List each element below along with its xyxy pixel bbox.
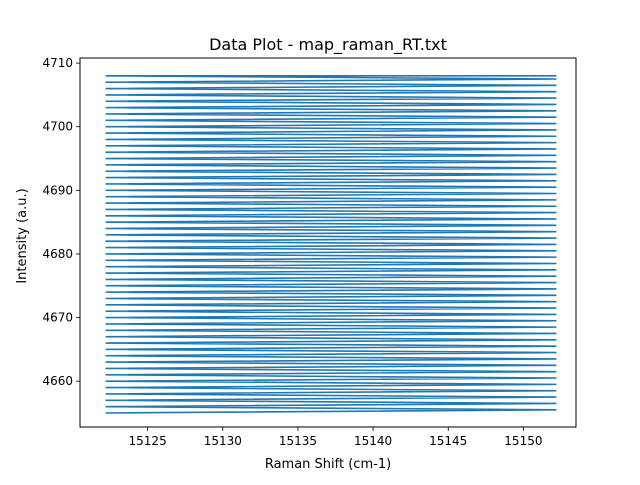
axes-frame [79, 57, 577, 428]
series-line-0 [105, 75, 557, 414]
x-tick-label: 15125 [129, 434, 167, 448]
x-tick-label: 15135 [279, 434, 317, 448]
x-tick-label: 15140 [354, 434, 392, 448]
y-tick-label: 4680 [42, 247, 73, 261]
x-tick-label: 15145 [429, 434, 467, 448]
y-axis-ticks: 4660 4670 4680 4690 4700 4710 [42, 56, 80, 388]
x-axis-label: Raman Shift (cm-1) [265, 457, 391, 472]
x-tick-label: 15150 [504, 434, 542, 448]
y-tick-label: 4660 [42, 374, 73, 388]
y-tick-label: 4700 [42, 120, 73, 134]
series-lines [105, 75, 557, 414]
chart-title: Data Plot - map_raman_RT.txt [209, 35, 447, 55]
y-tick-label: 4710 [42, 56, 73, 70]
x-tick-label: 15130 [204, 434, 242, 448]
y-tick-label: 4690 [42, 183, 73, 197]
y-axis-label: Intensity (a.u.) [15, 188, 30, 283]
y-tick-label: 4670 [42, 311, 73, 325]
x-axis-ticks: 15125 15130 15135 15140 15145 15150 [129, 427, 542, 448]
